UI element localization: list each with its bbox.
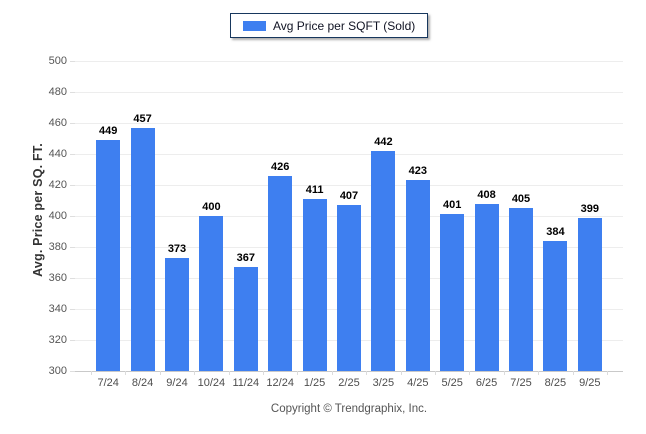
x-tick-label: 9/24: [166, 377, 188, 389]
y-tick-label: 480: [48, 86, 67, 98]
y-tick-label: 400: [48, 210, 67, 222]
gridline: [75, 61, 623, 62]
y-tick: [70, 185, 75, 186]
bar-value-label: 407: [339, 190, 359, 203]
x-tick-label: 11/24: [232, 377, 260, 389]
x-tick: [263, 371, 264, 375]
bar: [268, 175, 293, 371]
x-tick-label: 12/24: [266, 377, 294, 389]
bar: [130, 127, 155, 371]
x-tick-label: 3/25: [372, 377, 395, 389]
x-tick: [538, 371, 540, 375]
y-tick: [70, 278, 75, 279]
y-tick: [70, 123, 75, 124]
y-tick-label: 300: [48, 365, 67, 377]
gridline: [75, 185, 623, 186]
bar: [302, 198, 327, 371]
x-tick-label: 1/25: [303, 377, 326, 389]
gridline: [75, 92, 623, 93]
gridline: [75, 123, 623, 124]
bar-value-label: 384: [546, 225, 565, 238]
bar-value-label: 457: [133, 112, 152, 125]
bar: [440, 214, 465, 371]
bar: [474, 203, 499, 371]
y-tick-label: 360: [48, 272, 67, 284]
x-tick-label: 8/24: [131, 377, 154, 389]
x-tick: [503, 371, 505, 375]
y-tick-label: 420: [48, 179, 67, 191]
x-tick-label: 5/25: [441, 377, 463, 389]
copyright-text: Copyright © Trendgraphix, Inc.: [270, 403, 428, 415]
bar-value-label: 423: [408, 165, 427, 178]
y-tick: [70, 371, 75, 372]
x-tick-label: 10/24: [197, 377, 226, 389]
x-tick: [297, 371, 299, 375]
bar-value-label: 449: [99, 125, 118, 138]
bar-value-label: 442: [374, 135, 393, 148]
bar: [509, 208, 533, 371]
bar-value-label: 408: [477, 188, 496, 201]
y-tick: [70, 92, 75, 93]
y-tick: [70, 61, 75, 62]
y-tick: [70, 340, 75, 341]
x-tick: [194, 371, 196, 375]
y-tick-label: 340: [48, 303, 67, 315]
x-tick: [469, 371, 471, 375]
y-tick: [70, 247, 75, 248]
bar-value-label: 426: [271, 160, 290, 173]
x-tick-label: 9/25: [579, 377, 601, 389]
bar: [543, 240, 568, 371]
legend-swatch-icon: [243, 20, 266, 31]
x-tick: [572, 371, 574, 375]
x-tick-label: 6/25: [475, 377, 498, 389]
bar-value-label: 400: [202, 201, 221, 213]
bar-value-label: 401: [443, 199, 462, 212]
bar-value-label: 399: [580, 202, 599, 215]
y-tick: [70, 154, 75, 155]
gridline: [75, 154, 623, 155]
bar-value-label: 367: [236, 252, 255, 265]
x-tick-label: 7/24: [97, 377, 119, 389]
legend: Avg Price per SQFT (Sold): [230, 13, 429, 38]
x-tick-label: 8/25: [544, 377, 567, 389]
bar: [165, 257, 189, 371]
bar-value-label: 405: [511, 193, 531, 206]
bar: [233, 267, 258, 371]
x-tick: [607, 371, 608, 375]
x-tick: [400, 371, 402, 375]
x-tick: [331, 371, 333, 375]
y-tick-label: 500: [48, 55, 67, 67]
x-tick-label: 4/25: [407, 377, 429, 389]
x-axis-line: [75, 371, 623, 372]
plot-area: 300 320 340 360 380 400 420 440 460 480 500 449 7/24…: [49, 55, 623, 389]
x-tick-label: 2/25: [338, 377, 360, 389]
y-tick-label: 440: [48, 148, 67, 160]
bar: [405, 180, 430, 371]
bar: [371, 150, 396, 371]
x-tick: [159, 371, 161, 375]
bar: [577, 217, 602, 371]
y-tick-label: 460: [48, 117, 67, 129]
x-tick: [435, 371, 436, 375]
bar: [337, 205, 361, 371]
y-tick-label: 380: [48, 241, 67, 253]
x-tick: [366, 371, 368, 375]
x-tick: [91, 371, 92, 375]
y-tick: [70, 216, 75, 217]
bar: [96, 140, 121, 371]
bar: [199, 216, 224, 371]
x-tick: [228, 371, 230, 375]
legend-label: Avg Price per SQFT (Sold): [273, 18, 416, 33]
x-tick-label: 7/25: [510, 377, 532, 389]
y-tick: [70, 309, 75, 310]
bar-value-label: 411: [305, 183, 324, 196]
bar-value-label: 373: [167, 242, 187, 255]
y-tick-label: 320: [48, 334, 67, 346]
x-tick: [125, 371, 127, 375]
